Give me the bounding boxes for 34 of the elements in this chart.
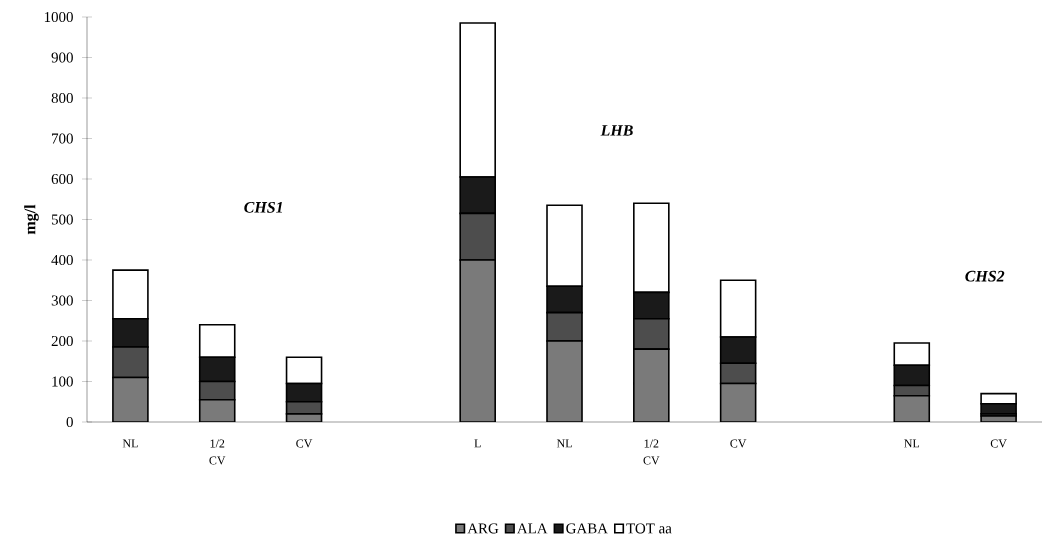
legend-label: TOT aa — [626, 523, 672, 534]
legend-label: ALA — [517, 523, 548, 534]
y-tick-label: 200 — [51, 335, 73, 347]
x-tick-label: 1/2 CV — [209, 439, 226, 465]
annotation: CHS1 — [244, 202, 282, 213]
x-tick-label: CV — [730, 439, 747, 448]
y-tick-label: 900 — [51, 52, 73, 63]
y-tick-label: 400 — [51, 254, 73, 266]
y-tick-label: 0 — [66, 416, 73, 428]
x-tick-label: CV — [990, 439, 1007, 448]
legend-label: GABA — [566, 523, 608, 534]
x-tick-label: NL — [122, 439, 138, 448]
legend-label: ARG — [467, 523, 499, 534]
y-tick-label: 300 — [51, 295, 73, 306]
x-tick-label: NL — [904, 439, 920, 448]
y-tick-label: 600 — [51, 173, 73, 185]
y-tick-label: 800 — [51, 92, 73, 104]
bar — [633, 348, 670, 422]
bar — [459, 259, 496, 422]
x-tick-label: CV — [296, 439, 313, 448]
annotation: CHS2 — [965, 270, 1005, 282]
bar — [893, 394, 931, 422]
annotation: LHB — [600, 125, 633, 136]
y-tick-label: 1000 — [44, 11, 73, 23]
y-tick-label: 100 — [52, 376, 73, 387]
y-axis-title: mg/l — [24, 204, 39, 235]
x-tick-label: 1/2 CV — [643, 439, 660, 465]
x-tick-label: L — [474, 439, 481, 448]
bar — [719, 382, 757, 422]
bar — [112, 376, 149, 422]
bar — [546, 340, 583, 422]
y-tick-label: 700 — [52, 133, 73, 144]
y-tick-label: 500 — [51, 214, 73, 225]
x-tick-label: NL — [556, 439, 572, 448]
